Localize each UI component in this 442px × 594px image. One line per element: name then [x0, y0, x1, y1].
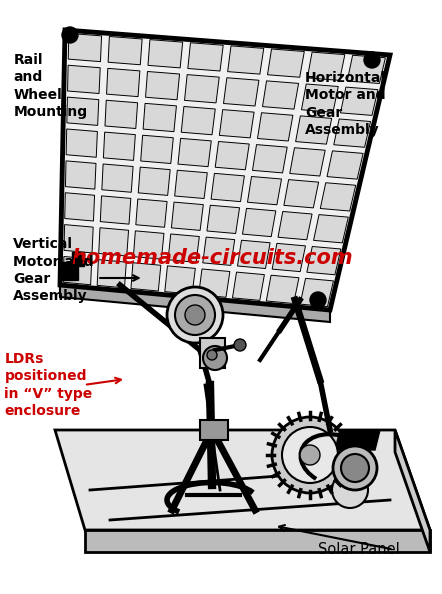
Polygon shape [284, 179, 319, 208]
Circle shape [207, 350, 217, 360]
Polygon shape [301, 84, 338, 112]
Polygon shape [64, 225, 93, 253]
Polygon shape [148, 40, 183, 68]
Polygon shape [66, 129, 97, 157]
Polygon shape [266, 275, 299, 304]
Polygon shape [181, 106, 215, 135]
Polygon shape [395, 430, 430, 552]
Polygon shape [55, 430, 430, 530]
Bar [200, 420, 228, 440]
Circle shape [332, 472, 368, 508]
Circle shape [300, 445, 320, 465]
Polygon shape [65, 161, 96, 189]
Polygon shape [141, 135, 173, 163]
Polygon shape [100, 196, 131, 224]
Polygon shape [263, 81, 299, 109]
Polygon shape [334, 119, 370, 147]
Polygon shape [243, 208, 276, 236]
Circle shape [282, 427, 338, 483]
Polygon shape [97, 260, 126, 288]
Polygon shape [105, 100, 137, 128]
Circle shape [185, 305, 205, 325]
Polygon shape [307, 247, 341, 275]
Polygon shape [313, 214, 348, 243]
Polygon shape [102, 164, 133, 192]
Polygon shape [145, 71, 179, 100]
Polygon shape [108, 36, 142, 65]
Polygon shape [68, 65, 100, 93]
Polygon shape [165, 266, 195, 294]
Polygon shape [300, 279, 333, 307]
Polygon shape [103, 132, 135, 160]
Text: Solar Panel: Solar Panel [318, 542, 400, 557]
Polygon shape [290, 148, 325, 176]
Polygon shape [68, 33, 102, 62]
Polygon shape [60, 285, 330, 322]
Text: homemade-circuits.com: homemade-circuits.com [71, 248, 353, 268]
Polygon shape [188, 43, 223, 71]
Polygon shape [296, 116, 332, 144]
Polygon shape [219, 110, 254, 138]
Polygon shape [215, 141, 249, 170]
Polygon shape [198, 269, 230, 297]
Polygon shape [178, 138, 211, 167]
Bar [200, 338, 225, 368]
Polygon shape [65, 192, 95, 221]
Polygon shape [168, 234, 199, 263]
Polygon shape [175, 170, 207, 198]
Polygon shape [340, 87, 378, 115]
Circle shape [203, 346, 227, 370]
Circle shape [272, 417, 348, 493]
Polygon shape [131, 263, 161, 291]
Polygon shape [63, 257, 92, 285]
Polygon shape [133, 231, 164, 259]
Polygon shape [320, 183, 356, 211]
Circle shape [333, 446, 377, 490]
Polygon shape [184, 75, 219, 103]
Polygon shape [232, 272, 264, 301]
Polygon shape [252, 144, 287, 173]
Polygon shape [285, 435, 325, 455]
Polygon shape [237, 240, 270, 268]
Polygon shape [107, 68, 140, 97]
Polygon shape [171, 202, 203, 230]
Polygon shape [335, 430, 380, 450]
Polygon shape [207, 206, 240, 233]
Text: Horizontal
Motor and
Gear
Assembly: Horizontal Motor and Gear Assembly [305, 71, 386, 137]
Text: LDRs
positioned
in “V” type
enclosure: LDRs positioned in “V” type enclosure [4, 352, 93, 418]
Polygon shape [272, 244, 305, 271]
Polygon shape [85, 530, 430, 552]
Polygon shape [203, 237, 235, 266]
Polygon shape [347, 55, 385, 84]
Polygon shape [60, 30, 390, 310]
Polygon shape [138, 167, 170, 195]
Polygon shape [248, 176, 282, 205]
Polygon shape [307, 52, 345, 80]
Circle shape [341, 454, 369, 482]
Polygon shape [136, 199, 167, 228]
Polygon shape [67, 97, 99, 125]
Polygon shape [228, 46, 264, 74]
Polygon shape [278, 211, 312, 240]
Circle shape [234, 339, 246, 351]
Polygon shape [143, 103, 176, 132]
Circle shape [364, 52, 380, 68]
Circle shape [175, 295, 215, 335]
Polygon shape [258, 113, 293, 141]
Circle shape [167, 287, 223, 343]
Polygon shape [211, 173, 244, 201]
Polygon shape [99, 228, 129, 256]
Text: Rail
and
Wheel
Mounting: Rail and Wheel Mounting [13, 53, 88, 119]
Bar [72, 252, 84, 266]
Bar [62, 262, 78, 280]
Polygon shape [267, 49, 304, 77]
Polygon shape [60, 30, 65, 297]
Text: Vertical
Motor and
Gear
Assembly: Vertical Motor and Gear Assembly [13, 238, 94, 303]
Circle shape [310, 292, 326, 308]
Circle shape [62, 27, 78, 43]
Polygon shape [224, 78, 259, 106]
Polygon shape [327, 151, 363, 179]
